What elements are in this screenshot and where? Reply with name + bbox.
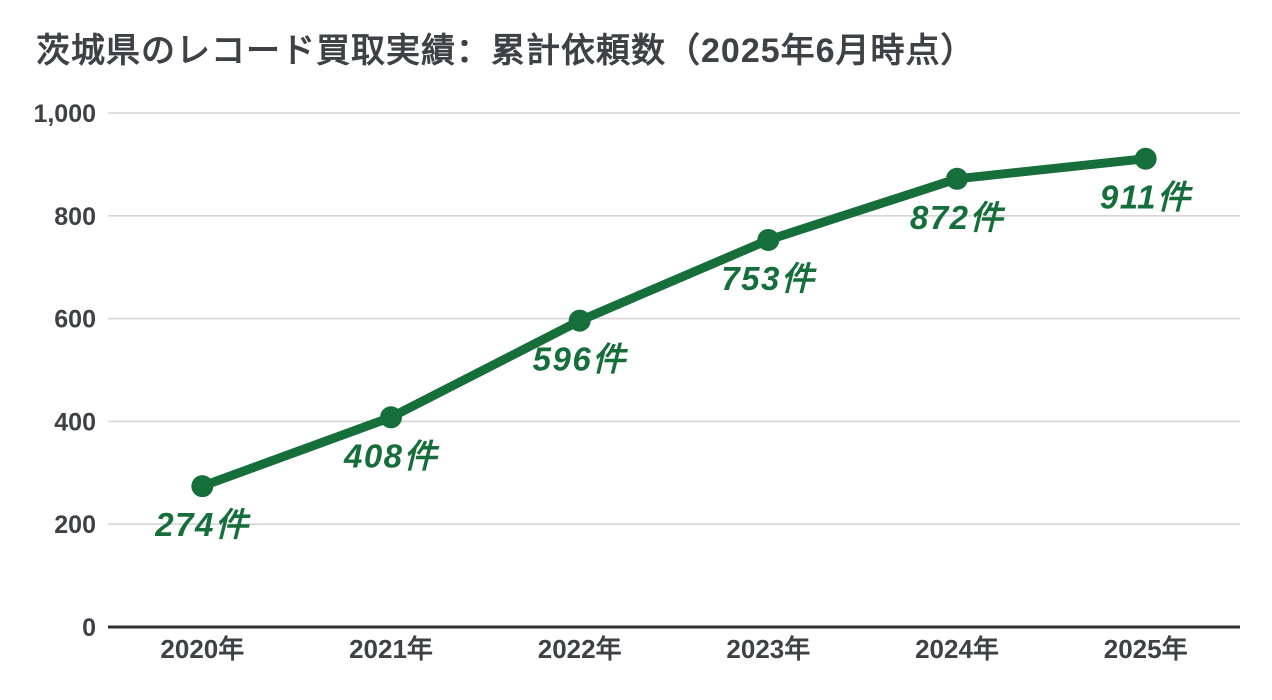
y-axis-tick-label: 1,000: [33, 100, 96, 128]
y-axis-tick-label: 200: [54, 511, 96, 539]
data-point: [191, 475, 214, 498]
data-point-label: 911件: [1100, 179, 1193, 216]
chart-title: 茨城県のレコード買取実績：累計依頼数（2025年6月時点）: [36, 32, 976, 70]
data-point-label: 596件: [533, 341, 629, 378]
data-point: [380, 406, 402, 429]
data-point-label: 753件: [721, 260, 817, 297]
y-axis-tick-label: 800: [54, 203, 96, 231]
data-point-label: 274件: [154, 506, 251, 543]
y-axis-tick-label: 600: [54, 306, 96, 334]
x-axis-tick-label: 2020年: [160, 634, 244, 664]
x-axis-tick-label: 2021年: [349, 634, 433, 664]
y-axis-tick-label: 400: [54, 408, 96, 436]
x-axis-tick-label: 2025年: [1104, 634, 1188, 664]
x-axis-tick-label: 2024年: [915, 634, 999, 664]
data-point: [568, 309, 591, 332]
x-axis-tick-label: 2022年: [538, 634, 622, 664]
data-point-label: 872件: [910, 199, 1006, 236]
data-point: [946, 167, 968, 190]
trend-line: [197, 154, 1151, 491]
data-point: [757, 228, 780, 251]
x-axis-tick-label: 2023年: [726, 634, 810, 664]
y-axis-tick-label: 0: [82, 614, 96, 642]
data-point: [1134, 147, 1157, 170]
data-point-label: 408件: [343, 437, 440, 474]
